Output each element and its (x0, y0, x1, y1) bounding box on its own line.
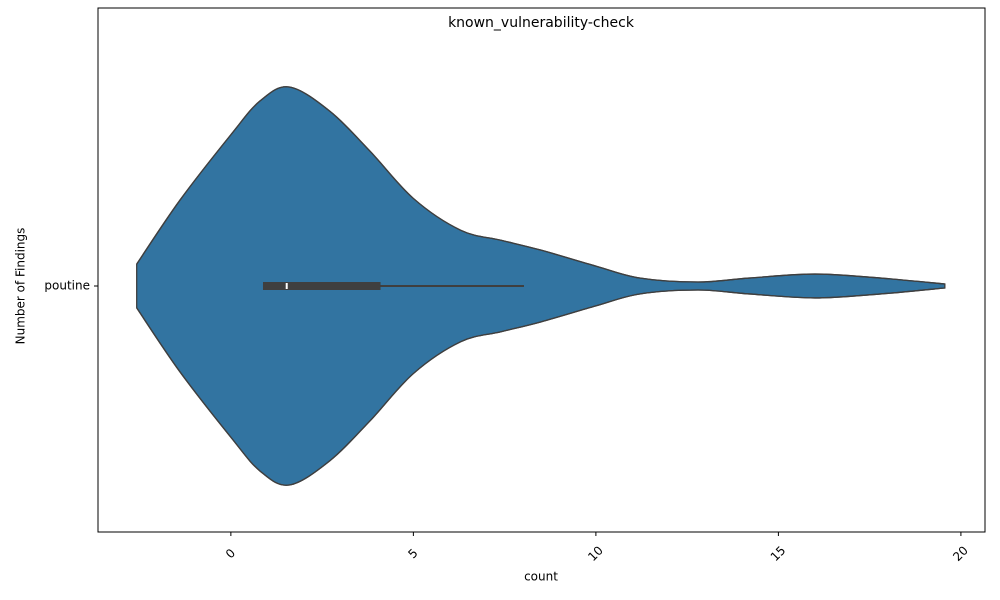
plot-frame (97, 7, 986, 533)
box (262, 282, 381, 290)
x-tick-label: 15 (768, 543, 789, 564)
x-tick-label: 5 (405, 546, 420, 561)
chart-title: known_vulnerability-check (448, 15, 635, 31)
x-tick-label: 10 (585, 543, 606, 564)
violin-upper-outline (136, 86, 945, 285)
violin-lower-outline (136, 287, 945, 486)
violin-body (136, 86, 946, 486)
y-tick-label: poutine (44, 279, 90, 293)
y-axis-label: Number of Findings (14, 228, 28, 345)
median (285, 283, 288, 289)
x-tick-label: 20 (950, 543, 971, 564)
x-axis-label: count (524, 570, 558, 584)
x-tick-label: 0 (223, 546, 238, 561)
